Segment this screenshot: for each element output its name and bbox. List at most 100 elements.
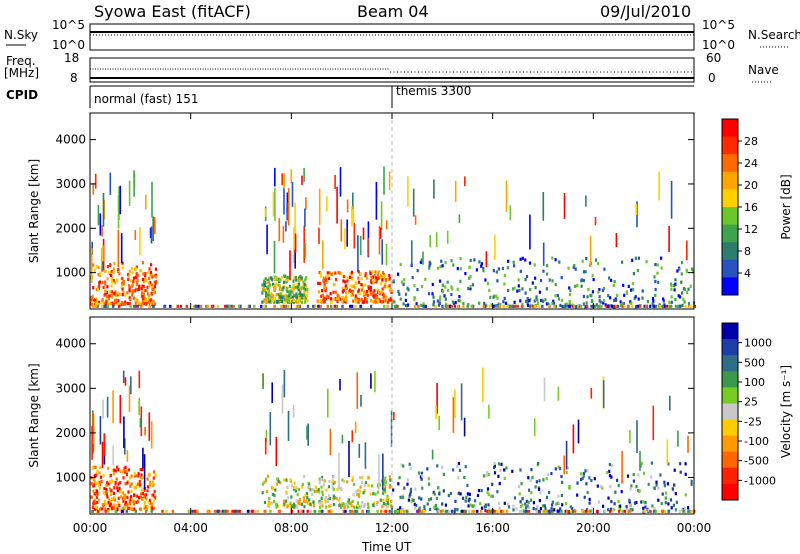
echo-streak [390,410,393,448]
echo-cell [452,468,455,472]
echo-cell [148,267,151,271]
echo-cell [138,284,141,288]
echo-cell [641,289,644,293]
echo-streak [269,412,272,446]
echo-cell [567,304,570,308]
echo-cell [431,282,434,287]
echo-cell [564,509,567,513]
echo-streak [360,394,362,407]
echo-cell [371,275,374,279]
echo-cell [331,485,334,489]
echo-streak [370,373,372,389]
echo-cell [526,504,529,508]
echo-cell [92,477,95,482]
colorbar-swatch [722,451,738,469]
echo-cell [393,300,396,304]
echo-cell [338,504,341,508]
echo-cell [574,305,578,309]
echo-cell [361,475,364,480]
echo-cell [457,476,460,480]
echo-cell [542,504,545,508]
echo-cell [631,258,634,262]
echo-cell [601,288,605,292]
echo-cell [107,482,110,486]
echo-cell [124,293,127,297]
echo-cell [468,265,471,270]
echo-cell [349,272,352,276]
echo-cell [150,493,153,497]
echo-streak [326,196,328,212]
echo-cell [147,281,150,285]
echo-cell [109,290,112,294]
echo-cell [399,262,402,266]
echo-cell [449,491,452,496]
echo-cell [263,299,266,303]
echo-cell [286,485,289,490]
echo-streak [264,208,267,217]
echo-cell [394,510,397,514]
echo-cell [667,462,670,466]
echo-cell [421,486,424,490]
echo-streak [264,438,267,455]
echo-cell [169,304,172,308]
echo-cell [569,509,572,513]
echo-cell [507,505,511,509]
echo-cell [614,490,617,494]
echo-cell [503,501,506,505]
echo-cell [378,275,382,279]
echo-cell [112,491,115,495]
echo-cell [457,461,460,466]
echo-cell [386,505,389,509]
echo-cell [355,296,358,300]
echo-cell [603,509,607,513]
echo-cell [335,304,339,308]
echo-cell [132,276,135,280]
echo-cell [120,284,123,288]
echo-cell [341,295,344,300]
echo-cell [521,503,524,507]
echo-streak [123,416,125,449]
echo-cell [303,505,306,509]
noise-tick-low-left: 10^0 [52,38,85,52]
echo-cell [679,304,682,308]
echo-streak [668,225,670,253]
echo-cell [617,509,621,513]
echo-cell [637,473,640,477]
echo-cell [552,299,555,303]
echo-cell [146,477,149,481]
echo-cell [499,468,502,472]
echo-cell [678,267,681,271]
echo-cell [264,509,267,513]
echo-cell [382,491,385,495]
echo-cell [540,298,543,302]
echo-cell [285,299,288,303]
echo-streak [433,179,435,199]
echo-cell [468,492,471,496]
echo-cell [291,504,294,508]
echo-cell [289,294,292,298]
echo-cell [323,276,326,280]
echo-cell [308,498,311,502]
echo-streak [274,167,276,187]
echo-cell [332,290,335,294]
echo-cell [674,282,677,286]
echo-cell [296,493,299,497]
echo-streak [301,175,303,186]
echo-cell [420,258,423,262]
echo-cell [130,489,133,494]
echo-cell [427,477,430,481]
echo-cell [134,275,137,279]
echo-cell [669,498,673,502]
echo-cell [266,288,269,292]
echo-cell [292,502,296,506]
echo-cell [289,501,292,505]
echo-cell [317,300,320,304]
echo-streak [143,454,146,490]
echo-cell [587,509,590,513]
echo-cell [113,486,116,490]
echo-cell [116,465,119,469]
echo-cell [437,508,440,512]
echo-cell [502,300,505,304]
echo-cell [116,507,119,512]
echo-cell [98,486,101,490]
